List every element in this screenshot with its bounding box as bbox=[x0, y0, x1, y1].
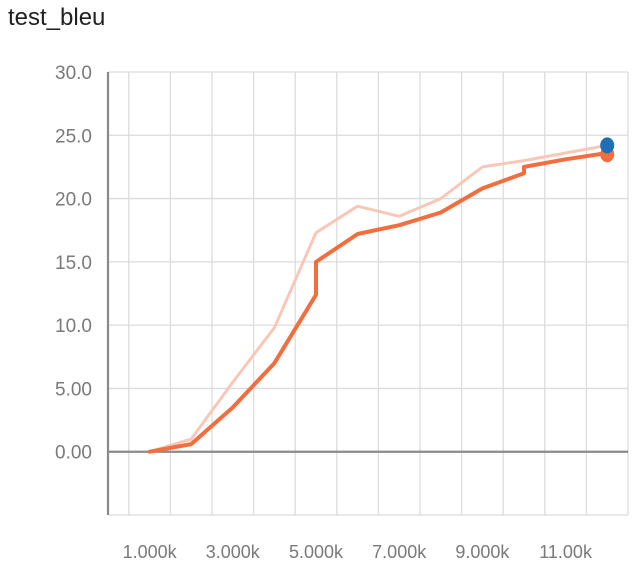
x-tick-label: 1.000k bbox=[123, 542, 178, 562]
end-point-marker bbox=[600, 137, 615, 154]
series-line-raw bbox=[148, 143, 609, 454]
series-layer bbox=[147, 143, 610, 454]
y-tick-label: 15.0 bbox=[55, 253, 92, 274]
y-tick-label: 25.0 bbox=[55, 126, 92, 147]
series-line-smoothed bbox=[147, 151, 610, 454]
chart-title: test_bleu bbox=[8, 4, 106, 31]
x-tick-label: 7.000k bbox=[372, 542, 427, 562]
y-axis-ticks: 30.0 25.0 20.0 15.0 10.0 5.00 0.00 bbox=[55, 63, 92, 464]
y-tick-label: 10.0 bbox=[55, 316, 92, 337]
x-tick-label: 9.000k bbox=[455, 542, 510, 562]
y-tick-label: 20.0 bbox=[55, 190, 92, 211]
x-axis-ticks: 1.000k 3.000k 5.000k 7.000k 9.000k 11.00k bbox=[123, 542, 593, 562]
end-markers bbox=[600, 137, 615, 163]
y-tick-label: 30.0 bbox=[55, 63, 92, 84]
x-tick-label: 11.00k bbox=[539, 542, 593, 562]
y-tick-label: 5.00 bbox=[55, 379, 92, 400]
grid-layer bbox=[106, 71, 629, 516]
x-tick-label: 5.000k bbox=[289, 542, 344, 562]
y-tick-label: 0.00 bbox=[55, 443, 92, 464]
x-tick-label: 3.000k bbox=[206, 542, 261, 562]
